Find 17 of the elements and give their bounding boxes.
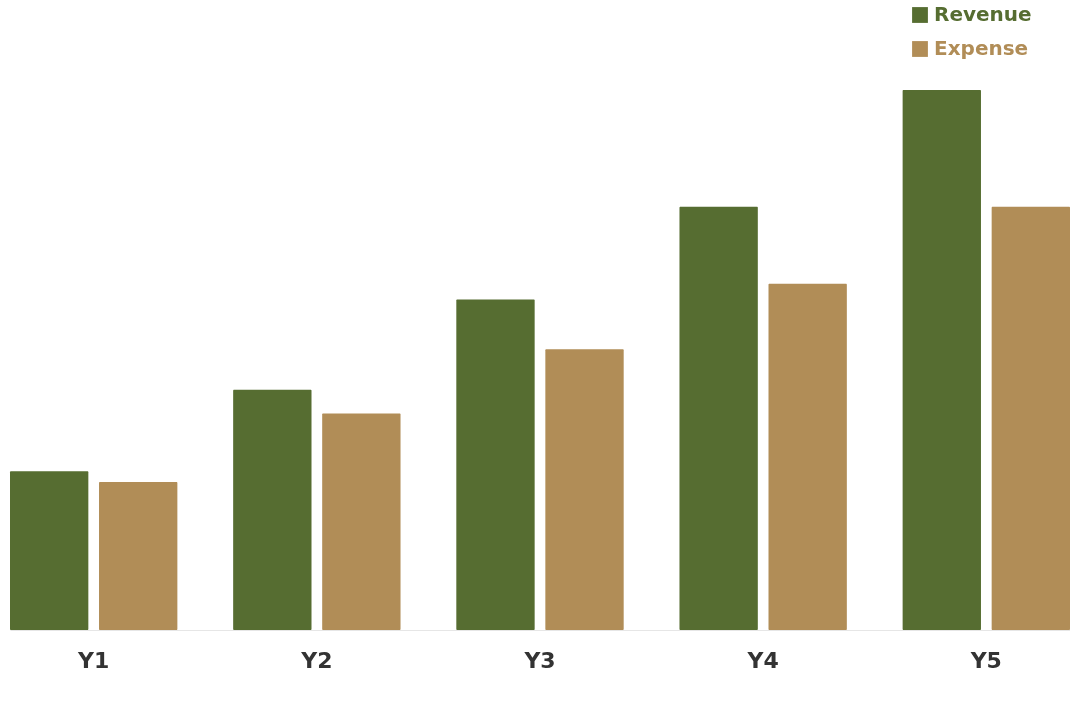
x-tick-label: Y4 — [746, 647, 779, 673]
legend-label: Revenue — [934, 2, 1032, 26]
bar — [679, 206, 758, 630]
bar — [545, 349, 624, 630]
x-tick-label: Y5 — [969, 647, 1002, 673]
x-tick-label: Y2 — [300, 647, 333, 673]
bar — [99, 482, 178, 630]
bar — [768, 283, 847, 630]
bar — [456, 299, 535, 630]
bar — [10, 471, 89, 630]
x-tick-label: Y1 — [77, 647, 110, 673]
bar — [991, 206, 1070, 630]
bar — [233, 389, 312, 630]
x-tick-label: Y3 — [523, 647, 556, 673]
legend-label: Expense — [934, 36, 1029, 60]
bar — [902, 90, 981, 630]
bar — [322, 413, 401, 630]
